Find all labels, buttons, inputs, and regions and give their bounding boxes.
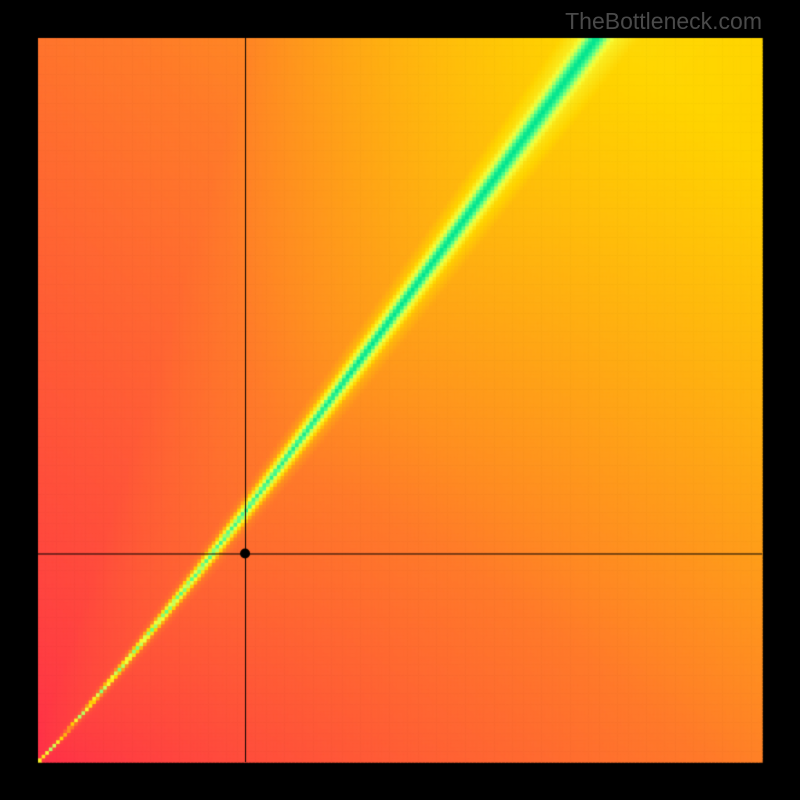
watermark-label: TheBottleneck.com	[565, 8, 762, 35]
bottleneck-heatmap	[0, 0, 800, 800]
